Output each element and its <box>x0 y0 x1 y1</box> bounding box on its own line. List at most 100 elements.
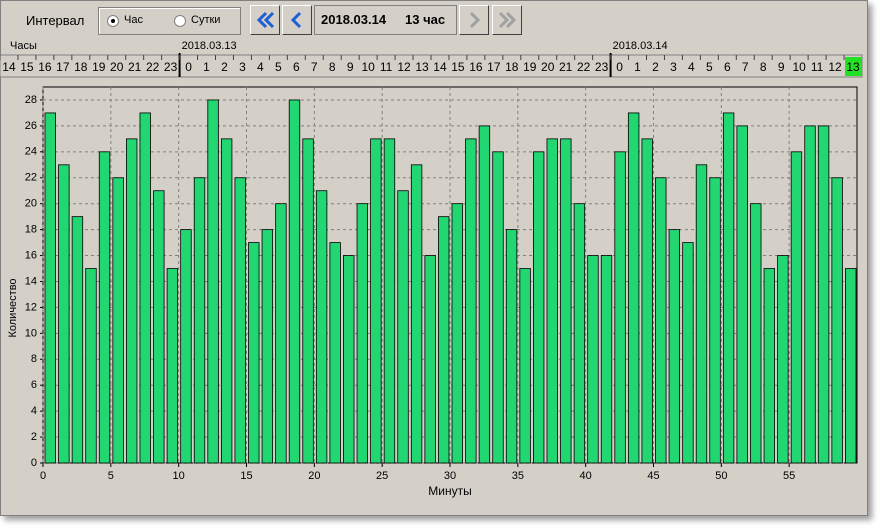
x-tick-label: 30 <box>444 470 456 482</box>
hour-label: 23 <box>595 60 609 74</box>
y-tick-label: 20 <box>25 198 37 210</box>
chart: Часы Количество Минуты 14 15 16 17 18 19 20 21 2… <box>0 40 863 498</box>
bar <box>505 229 518 464</box>
bar <box>383 138 396 464</box>
x-tick-label: 40 <box>580 470 592 482</box>
hour-label: 16 <box>38 60 52 74</box>
hour-label: 23 <box>164 60 178 74</box>
bar <box>261 229 274 464</box>
bar <box>315 190 328 464</box>
bar <box>614 151 626 464</box>
bar <box>533 151 545 464</box>
bar <box>560 138 572 464</box>
hour-label: 0 <box>616 60 623 74</box>
bar <box>763 268 775 464</box>
radio-hour[interactable] <box>107 15 119 27</box>
hour-label: 11 <box>811 60 824 74</box>
hour-label: 22 <box>146 60 160 74</box>
bar <box>302 138 314 464</box>
bar <box>587 255 599 464</box>
bar <box>126 138 138 464</box>
bar <box>329 242 341 464</box>
hour-label: 1 <box>203 60 210 74</box>
bar <box>180 229 192 464</box>
hour-label: 15 <box>20 60 34 74</box>
bar <box>655 177 667 464</box>
bar <box>627 112 640 464</box>
x-tick-label: 0 <box>40 470 46 482</box>
x-tick-label: 55 <box>783 470 795 482</box>
radio-day[interactable] <box>174 15 186 27</box>
bar <box>139 112 151 464</box>
hour-label: 5 <box>275 60 282 74</box>
date: 2018.03.14 <box>321 12 387 27</box>
hour-label: 12 <box>397 60 411 74</box>
hour-label: 11 <box>380 60 393 74</box>
y-tick-label: 8 <box>31 353 37 365</box>
hour-label: 0 <box>185 60 192 74</box>
hour-label: 10 <box>792 60 806 74</box>
bar <box>397 190 409 464</box>
hour-label: 14 <box>433 60 447 74</box>
option-day[interactable]: Сутки <box>191 14 221 26</box>
bar <box>112 177 124 464</box>
option-hour[interactable]: Час <box>124 14 143 26</box>
hour-label: 2 <box>652 60 659 74</box>
y-tick-label: 10 <box>25 327 37 339</box>
bar <box>356 203 368 464</box>
hour-label: 4 <box>257 60 264 74</box>
bar <box>831 177 843 464</box>
bar <box>668 229 681 464</box>
bar <box>153 190 165 464</box>
x-tick-label: 10 <box>173 470 185 482</box>
hour-label: 10 <box>361 60 375 74</box>
bar <box>85 268 97 464</box>
hour-label: 6 <box>293 60 300 74</box>
hour-label: 4 <box>688 60 695 74</box>
hour-label: 9 <box>778 60 785 74</box>
first-button[interactable] <box>250 5 280 35</box>
bar <box>736 125 748 464</box>
x-tick-label: 45 <box>647 470 659 482</box>
bar <box>370 138 382 464</box>
bar <box>343 255 355 464</box>
bar <box>804 125 816 464</box>
hour-label: 21 <box>128 60 142 74</box>
hour-label: 20 <box>541 60 555 74</box>
y-tick-label: 14 <box>25 275 37 287</box>
hour-label: 9 <box>347 60 354 74</box>
hour-label: 21 <box>559 60 573 74</box>
bar <box>777 255 789 464</box>
hour-label: 1 <box>634 60 641 74</box>
x-tick-label: 20 <box>308 470 320 482</box>
next-button <box>459 5 489 35</box>
prev-button[interactable] <box>282 5 312 35</box>
bar <box>709 177 721 464</box>
bar <box>519 268 531 464</box>
last-button <box>492 5 522 35</box>
hour-label: 13 <box>846 60 860 74</box>
hour-label: 17 <box>56 60 70 74</box>
hour-label: 16 <box>469 60 483 74</box>
timeline-date: 2018.03.13 <box>182 40 237 52</box>
interval-label: Интервал <box>26 13 85 28</box>
x-tick-label: 15 <box>240 470 252 482</box>
bar <box>98 151 111 464</box>
bar <box>722 112 735 464</box>
bar <box>750 203 762 464</box>
x-axis-label: Минуты <box>428 484 471 498</box>
hour-label: 6 <box>724 60 731 74</box>
date-box: 2018.03.14 13 час <box>314 5 457 35</box>
bar <box>438 216 450 464</box>
hour-selected <box>845 57 862 76</box>
bar <box>275 203 287 464</box>
hour-label: 14 <box>2 60 16 74</box>
bar <box>424 255 436 464</box>
y-tick-label: 24 <box>25 146 37 158</box>
hour-label: 12 <box>828 60 842 74</box>
bar <box>58 164 70 464</box>
y-tick-label: 18 <box>25 224 37 236</box>
y-tick-label: 12 <box>25 301 37 313</box>
hour-label: 7 <box>311 60 318 74</box>
bar <box>817 125 830 464</box>
